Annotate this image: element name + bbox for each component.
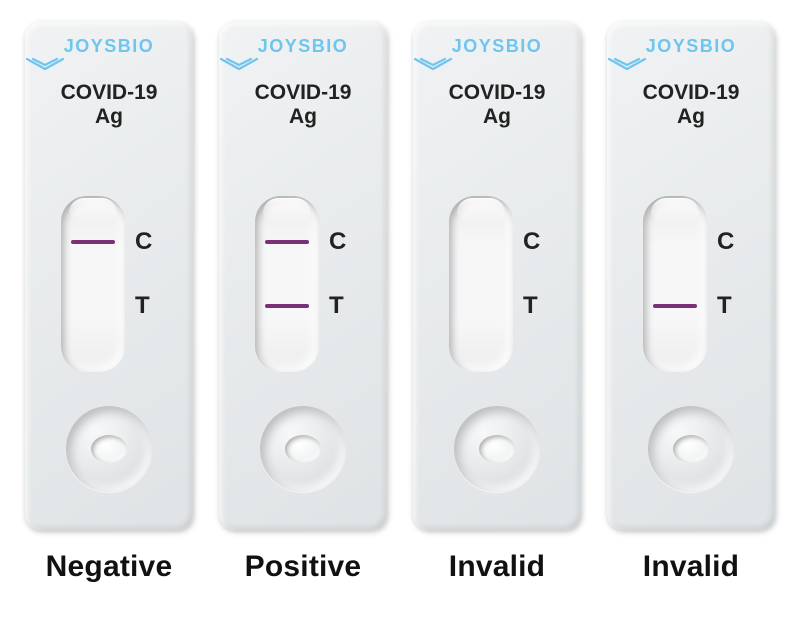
brand-logo-icon (25, 57, 65, 73)
test-name-line1: COVID-19 (449, 81, 546, 104)
test-name: COVID-19 Ag (25, 81, 193, 129)
test-line (265, 304, 309, 308)
c-label: C (717, 228, 734, 256)
c-label: C (523, 228, 540, 256)
test-unit: JOYSBIO COVID-19 Ag C T Invalid (411, 22, 583, 584)
sample-well (648, 406, 734, 492)
test-name-line1: COVID-19 (61, 81, 158, 104)
sample-well-hole (479, 435, 515, 463)
test-name-line2: Ag (289, 105, 317, 128)
sample-well-hole (673, 435, 709, 463)
sample-well-hole (91, 435, 127, 463)
brand-text: JOYSBIO (25, 36, 193, 57)
control-line (265, 240, 309, 244)
result-window-area (643, 196, 707, 372)
brand-logo-icon (413, 57, 453, 73)
control-line (71, 240, 115, 244)
test-cassette: JOYSBIO COVID-19 Ag C T (413, 22, 581, 530)
result-window-area (61, 196, 125, 372)
sample-well (260, 406, 346, 492)
sample-well (454, 406, 540, 492)
test-name-line2: Ag (95, 105, 123, 128)
brand-logo-icon (607, 57, 775, 73)
brand-logo-icon (25, 57, 193, 73)
test-line (653, 304, 697, 308)
brand-logo-icon (413, 57, 581, 73)
cassette-row: JOYSBIO COVID-19 Ag C T Negative (23, 22, 777, 584)
test-unit: JOYSBIO COVID-19 Ag C T Positive (217, 22, 389, 584)
sample-well-hole (285, 435, 321, 463)
test-name-line1: COVID-19 (255, 81, 352, 104)
t-label: T (329, 292, 344, 320)
brand-logo-icon (219, 57, 259, 73)
t-label: T (523, 292, 538, 320)
test-name-line2: Ag (677, 105, 705, 128)
brand-text: JOYSBIO (219, 36, 387, 57)
c-label: C (135, 228, 152, 256)
test-unit: JOYSBIO COVID-19 Ag C T Invalid (605, 22, 777, 584)
result-window-area (449, 196, 513, 372)
test-name-line2: Ag (483, 105, 511, 128)
brand-logo-icon (219, 57, 387, 73)
test-name: COVID-19 Ag (607, 81, 775, 129)
brand-text: JOYSBIO (413, 36, 581, 57)
test-cassette: JOYSBIO COVID-19 Ag C T (607, 22, 775, 530)
brand-text: JOYSBIO (607, 36, 775, 57)
result-label: Negative (23, 550, 195, 584)
result-window (255, 196, 319, 372)
t-label: T (135, 292, 150, 320)
result-label: Invalid (605, 550, 777, 584)
test-name-line1: COVID-19 (643, 81, 740, 104)
result-window (643, 196, 707, 372)
sample-well (66, 406, 152, 492)
c-label: C (329, 228, 346, 256)
t-label: T (717, 292, 732, 320)
test-cassette: JOYSBIO COVID-19 Ag C T (219, 22, 387, 530)
result-window (449, 196, 513, 372)
test-name: COVID-19 Ag (413, 81, 581, 129)
test-unit: JOYSBIO COVID-19 Ag C T Negative (23, 22, 195, 584)
result-label: Positive (217, 550, 389, 584)
test-name: COVID-19 Ag (219, 81, 387, 129)
result-window-area (255, 196, 319, 372)
result-window (61, 196, 125, 372)
test-cassette: JOYSBIO COVID-19 Ag C T (25, 22, 193, 530)
result-label: Invalid (411, 550, 583, 584)
brand-logo-icon (607, 57, 647, 73)
